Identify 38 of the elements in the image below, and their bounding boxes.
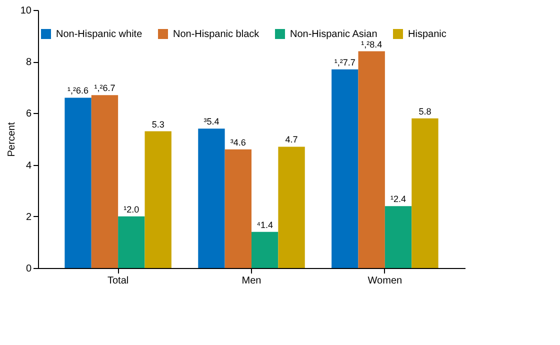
bar: [198, 128, 225, 268]
y-tick-label: 8: [26, 57, 32, 68]
data-label: ¹2.4: [390, 194, 406, 204]
bar: [332, 69, 358, 268]
legend-label: Hispanic: [408, 29, 446, 40]
data-label: ¹,²6.7: [94, 83, 116, 94]
bar: [412, 118, 438, 268]
y-tick-label: 2: [26, 212, 32, 223]
data-label: ⁴1.4: [256, 220, 274, 230]
data-label: ³4.6: [230, 137, 246, 148]
legend-label: Non-Hispanic Asian: [290, 29, 378, 40]
data-label: 5.3: [152, 119, 164, 130]
data-label: 5.8: [418, 106, 432, 116]
bar: [91, 95, 118, 268]
y-tick-label: 4: [26, 160, 32, 172]
data-label: ¹2.0: [124, 204, 140, 214]
bar: [118, 216, 145, 268]
y-tick-label: 6: [26, 108, 32, 120]
legend-label: Non-Hispanic white: [56, 29, 143, 40]
bar: [278, 146, 305, 268]
data-label: ¹,²8.4: [361, 39, 382, 50]
bar: [358, 51, 385, 268]
y-tick-label: 0: [26, 264, 32, 274]
bar: [224, 149, 252, 268]
data-label: ¹,²6.6: [68, 86, 89, 96]
x-tick-label: Women: [368, 276, 402, 286]
legend-label: Non-Hispanic black: [173, 29, 260, 40]
y-tick-label: 10: [20, 6, 32, 16]
bar: [144, 131, 172, 268]
data-label: ³5.4: [204, 116, 220, 127]
x-tick-label: Total: [108, 276, 129, 286]
bar: [64, 98, 92, 268]
y-axis-title: Percent: [6, 122, 18, 157]
data-label: ¹,²7.7: [334, 57, 356, 68]
bar: [384, 206, 412, 268]
bar: [252, 232, 278, 268]
x-tick-label: Men: [242, 276, 262, 286]
data-label: 4.7: [285, 134, 298, 145]
